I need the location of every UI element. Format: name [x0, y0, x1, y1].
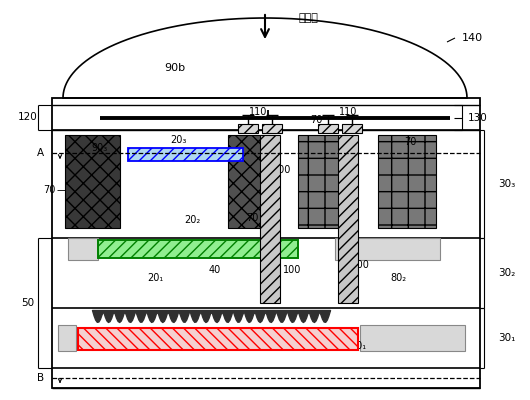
Bar	[298, 135, 346, 228]
Text: 100: 100	[273, 165, 291, 175]
Bar	[378, 135, 436, 228]
Text: 20₁: 20₁	[147, 273, 163, 283]
Text: 80₁: 80₁	[350, 341, 366, 351]
Text: 70: 70	[404, 137, 416, 147]
Bar	[68, 238, 98, 260]
Bar	[52, 98, 480, 388]
Text: 70: 70	[43, 185, 56, 195]
Text: -100: -100	[347, 260, 369, 270]
Text: 30₃: 30₃	[498, 179, 515, 189]
Text: 50: 50	[21, 298, 34, 308]
Bar	[228, 135, 276, 228]
Bar	[338, 135, 358, 303]
Text: 70: 70	[246, 213, 258, 223]
Bar	[78, 328, 358, 350]
Text: 光入射: 光入射	[298, 13, 318, 23]
Bar	[318, 124, 338, 133]
Text: 30₁: 30₁	[498, 333, 515, 343]
Text: 110: 110	[339, 107, 357, 117]
Text: 110: 110	[249, 107, 267, 117]
Bar	[128, 148, 243, 161]
Bar	[98, 240, 298, 258]
Text: 90₃: 90₃	[92, 143, 108, 153]
Text: 20₂: 20₂	[184, 215, 200, 225]
Bar	[342, 124, 362, 133]
Text: 70: 70	[310, 115, 322, 125]
Text: 90b: 90b	[164, 63, 186, 73]
Text: 120: 120	[18, 112, 38, 122]
Bar	[58, 325, 76, 351]
Text: 130: 130	[468, 113, 488, 123]
Text: 80₂: 80₂	[390, 273, 406, 283]
Text: 40: 40	[209, 265, 221, 275]
Text: 100: 100	[283, 265, 301, 275]
Text: 30₂: 30₂	[498, 268, 515, 278]
Text: B: B	[37, 373, 44, 383]
Bar	[335, 238, 440, 260]
Text: 140: 140	[462, 33, 483, 43]
Bar	[238, 124, 258, 133]
Text: 20₃: 20₃	[170, 135, 186, 145]
Bar	[360, 325, 465, 351]
Bar	[262, 124, 282, 133]
Text: A: A	[37, 148, 44, 158]
Bar	[65, 135, 120, 228]
Bar	[260, 135, 280, 303]
